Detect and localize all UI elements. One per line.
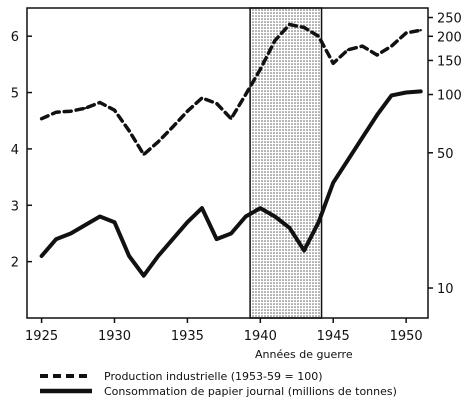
newsprint-point-1939	[244, 215, 247, 218]
right-tick-label-200: 200	[437, 30, 462, 45]
newsprint-point-1931	[127, 254, 131, 258]
x-tick-label-1930: 1930	[98, 329, 131, 344]
production-point-1925	[40, 117, 43, 120]
newsprint-point-1941	[273, 215, 277, 218]
production-point-1943	[302, 26, 306, 29]
x-axis: 1925 1930 1935 1940 1945 1950	[25, 318, 423, 344]
legend: Production industrielle (1953-59 = 100) …	[40, 370, 397, 398]
x-tick-label-1950: 1950	[390, 329, 423, 344]
newsprint-point-1932	[142, 274, 145, 277]
production-point-1928	[84, 107, 87, 110]
production-point-1945	[332, 62, 335, 65]
right-y-axis: 10 50 100 150 200 250	[428, 12, 462, 297]
newsprint-point-1943	[302, 249, 306, 252]
production-point-1942	[288, 23, 291, 26]
production-point-1950	[404, 31, 408, 35]
plot-frame	[26, 7, 429, 319]
production-point-1948	[375, 53, 379, 57]
x-tick-label-1945: 1945	[317, 329, 350, 344]
newsprint-point-1951	[419, 90, 422, 93]
production-point-1932	[142, 153, 145, 156]
right-tick-label-100: 100	[437, 89, 462, 104]
production-point-1947	[361, 44, 364, 48]
left-tick-label-6: 6	[11, 30, 19, 45]
newsprint-point-1927	[69, 232, 72, 235]
left-tick-label-4: 4	[11, 143, 19, 158]
production-point-1941	[273, 39, 277, 42]
left-y-axis: 2 3 4 5 6	[11, 30, 32, 271]
newsprint-point-1928	[84, 223, 87, 227]
newsprint-point-1947	[361, 136, 364, 139]
newsprint-point-1944	[317, 221, 320, 224]
production-point-1944	[317, 35, 320, 38]
production-point-1930	[113, 109, 116, 112]
newsprint-point-1925	[40, 254, 43, 258]
right-tick-label-250: 250	[437, 12, 462, 27]
newsprint-point-1936	[200, 206, 204, 210]
production-point-1937	[215, 102, 218, 105]
newsprint-point-1945	[332, 181, 335, 184]
production-point-1929	[98, 101, 102, 104]
production-point-1938	[229, 117, 233, 120]
newsprint-point-1946	[346, 159, 349, 162]
newsprint-point-1940	[259, 206, 262, 210]
right-tick-label-10: 10	[437, 282, 454, 297]
production-point-1946	[346, 48, 349, 52]
production-point-1926	[55, 111, 58, 114]
production-point-1927	[69, 110, 72, 113]
newsprint-point-1933	[157, 254, 160, 258]
production-point-1940	[259, 68, 262, 71]
newsprint-point-1948	[375, 113, 379, 117]
newsprint-point-1935	[186, 221, 189, 224]
war-years-shaded-region	[249, 7, 323, 319]
x-tick-label-1935: 1935	[171, 329, 204, 344]
production-point-1934	[171, 125, 174, 129]
newsprint-point-1926	[55, 237, 58, 241]
legend-label-newsprint: Consommation de papier journal (millions…	[104, 385, 397, 398]
production-point-1939	[244, 93, 247, 96]
newsprint-point-1938	[229, 232, 233, 235]
production-point-1933	[157, 140, 160, 143]
x-tick-label-1925: 1925	[25, 329, 58, 344]
newsprint-point-1942	[288, 226, 291, 229]
left-tick-label-2: 2	[11, 256, 19, 271]
production-point-1949	[390, 44, 393, 48]
newsprint-point-1934	[171, 237, 174, 241]
left-tick-label-3: 3	[11, 199, 19, 214]
newsprint-point-1937	[215, 237, 218, 241]
newsprint-point-1950	[404, 91, 408, 94]
production-point-1935	[186, 110, 189, 113]
shaded-period-label: Années de guerre	[255, 348, 353, 361]
newsprint-point-1929	[98, 215, 102, 218]
left-tick-label-5: 5	[11, 87, 19, 102]
production-point-1951	[419, 29, 422, 32]
x-tick-label-1940: 1940	[244, 329, 277, 344]
newsprint-point-1949	[390, 94, 393, 97]
right-tick-label-150: 150	[437, 54, 462, 69]
production-point-1931	[127, 129, 131, 132]
newsprint-point-1930	[113, 221, 116, 224]
right-tick-label-50: 50	[437, 147, 454, 162]
legend-label-production: Production industrielle (1953-59 = 100)	[104, 370, 323, 383]
production-point-1936	[200, 96, 204, 100]
series-layer	[39, 22, 423, 278]
